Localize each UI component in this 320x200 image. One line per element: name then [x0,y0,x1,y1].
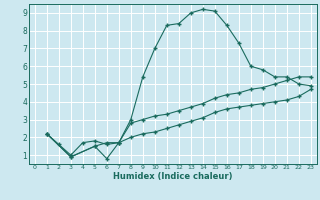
X-axis label: Humidex (Indice chaleur): Humidex (Indice chaleur) [113,172,233,181]
